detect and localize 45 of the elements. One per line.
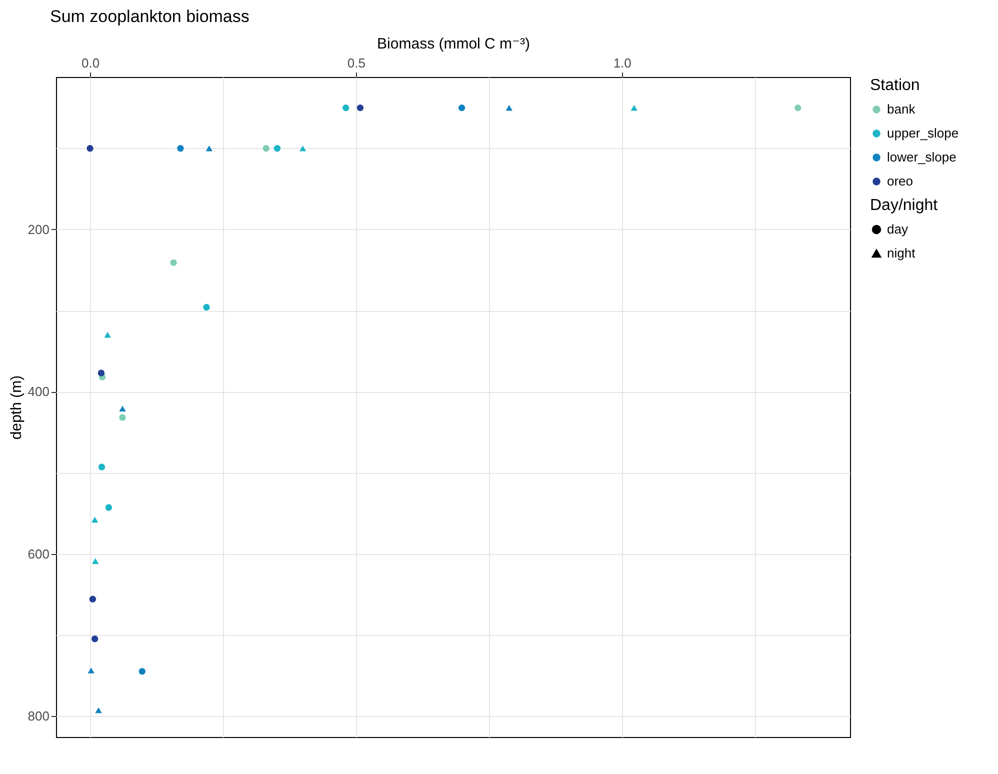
y-axis-title: depth (m) xyxy=(8,375,25,440)
legend-label: bank xyxy=(887,102,916,116)
point xyxy=(91,516,98,523)
point xyxy=(89,596,96,603)
point xyxy=(342,104,350,112)
point xyxy=(119,406,126,412)
point xyxy=(98,370,105,376)
y-tick-label: 200 xyxy=(28,222,50,237)
legend-label: lower_slope xyxy=(887,150,956,164)
point xyxy=(630,104,638,111)
point xyxy=(299,145,306,152)
legend-label: oreo xyxy=(887,174,914,188)
point xyxy=(274,145,281,152)
y-tick-label: 600 xyxy=(28,546,50,562)
point xyxy=(794,104,802,112)
point xyxy=(206,145,213,152)
y-tick-label: 400 xyxy=(28,384,50,400)
point xyxy=(98,464,106,470)
point xyxy=(356,104,364,112)
point xyxy=(262,145,270,152)
x-tick-label: 0.0 xyxy=(81,56,100,70)
y-tick-label: 800 xyxy=(28,708,50,724)
point xyxy=(119,414,126,421)
legend-label: day xyxy=(887,222,908,236)
chart-title: Sum zooplankton biomass xyxy=(50,7,250,26)
point xyxy=(91,636,98,642)
point xyxy=(506,104,512,111)
point xyxy=(170,259,177,266)
legend-label: night xyxy=(887,246,916,260)
text: Station xyxy=(870,77,920,94)
point xyxy=(105,504,112,511)
point xyxy=(95,707,102,714)
point xyxy=(177,145,184,152)
point xyxy=(458,104,466,112)
point xyxy=(203,304,210,311)
point xyxy=(88,668,94,674)
x-tick-label: 0.5 xyxy=(347,56,366,70)
point xyxy=(86,145,94,152)
text: Day/night xyxy=(870,197,938,214)
x-tick-label: 1.0 xyxy=(613,56,632,70)
legend-label: upper_slope xyxy=(887,126,959,140)
point xyxy=(104,332,111,338)
x-axis-title: Biomass (mmol C m⁻³) xyxy=(377,36,530,52)
point xyxy=(92,558,99,564)
point xyxy=(138,668,146,675)
